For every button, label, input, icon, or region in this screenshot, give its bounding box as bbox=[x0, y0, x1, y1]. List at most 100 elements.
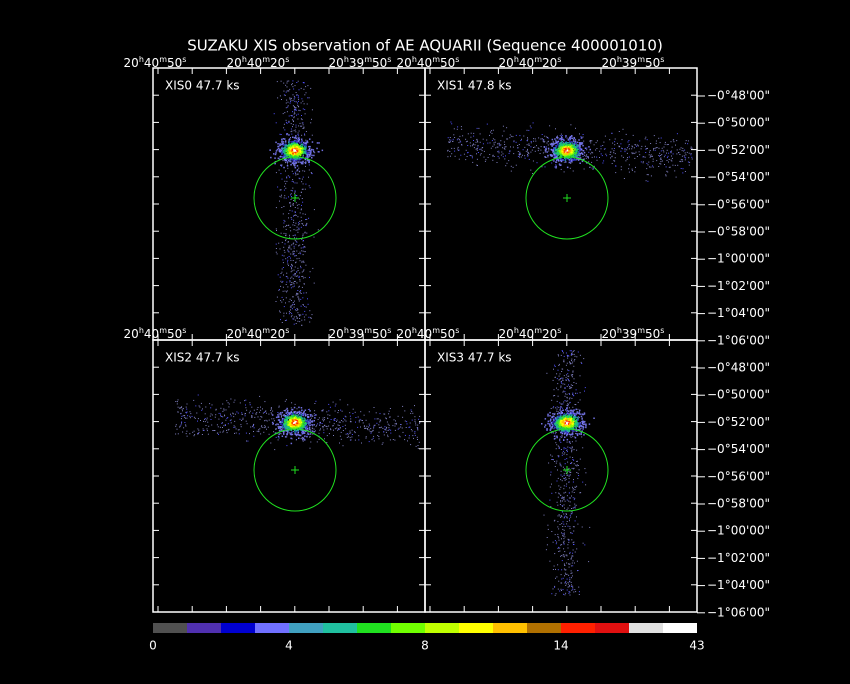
photon bbox=[557, 143, 559, 146]
photon bbox=[301, 412, 303, 415]
photon bbox=[304, 319, 306, 321]
photon bbox=[577, 145, 579, 148]
photon bbox=[308, 97, 310, 99]
photon bbox=[365, 419, 367, 421]
photon bbox=[599, 150, 601, 152]
photon bbox=[290, 316, 292, 318]
photon bbox=[222, 422, 223, 424]
photon bbox=[368, 411, 370, 413]
photon bbox=[262, 408, 263, 410]
photon bbox=[565, 364, 567, 366]
photon bbox=[284, 153, 286, 156]
photon bbox=[582, 155, 584, 157]
photon bbox=[289, 152, 291, 154]
photon bbox=[651, 155, 653, 157]
photon bbox=[572, 147, 575, 149]
photon bbox=[628, 140, 630, 142]
photon bbox=[477, 152, 479, 153]
photon bbox=[294, 160, 297, 162]
photon bbox=[281, 143, 283, 146]
photon bbox=[559, 550, 561, 552]
photon bbox=[288, 313, 290, 315]
photon bbox=[287, 261, 288, 263]
photon bbox=[414, 416, 416, 418]
photon bbox=[470, 132, 472, 134]
photon bbox=[302, 270, 304, 272]
photon bbox=[279, 248, 281, 250]
photon bbox=[546, 151, 548, 153]
photon bbox=[299, 413, 302, 416]
photon bbox=[652, 166, 654, 168]
photon bbox=[194, 417, 196, 419]
photon bbox=[301, 204, 302, 206]
photon bbox=[388, 413, 390, 415]
photon bbox=[490, 147, 492, 149]
photon bbox=[405, 427, 407, 428]
photon bbox=[568, 370, 570, 372]
photon bbox=[298, 297, 300, 299]
photon bbox=[449, 151, 451, 152]
photon bbox=[298, 145, 300, 147]
photon bbox=[293, 229, 295, 231]
photon bbox=[564, 147, 567, 150]
photon bbox=[570, 153, 573, 155]
photon bbox=[555, 148, 557, 151]
photon bbox=[295, 156, 297, 159]
photon bbox=[573, 467, 575, 469]
photon bbox=[279, 156, 281, 158]
photon bbox=[642, 156, 644, 158]
photon bbox=[562, 145, 564, 148]
photon bbox=[570, 157, 572, 160]
photon bbox=[275, 424, 277, 426]
photon bbox=[577, 144, 579, 146]
photon bbox=[294, 162, 296, 164]
photon bbox=[602, 145, 604, 146]
photon bbox=[234, 413, 236, 415]
photon bbox=[305, 219, 307, 220]
photon bbox=[282, 157, 284, 159]
photon bbox=[330, 419, 332, 420]
photon bbox=[553, 150, 555, 153]
photon bbox=[628, 164, 630, 166]
photon bbox=[568, 154, 571, 156]
photon bbox=[223, 430, 225, 432]
photon bbox=[553, 151, 555, 154]
photon bbox=[282, 113, 284, 115]
photon bbox=[279, 311, 281, 313]
photon bbox=[293, 155, 295, 158]
photon bbox=[323, 429, 325, 431]
photon bbox=[301, 125, 303, 127]
photon bbox=[302, 427, 304, 429]
photon bbox=[300, 414, 303, 416]
photon bbox=[308, 145, 310, 148]
photon bbox=[333, 435, 334, 436]
photon bbox=[315, 414, 317, 416]
photon bbox=[620, 169, 622, 171]
photon bbox=[559, 378, 561, 380]
photon bbox=[278, 405, 280, 407]
photon bbox=[287, 152, 290, 154]
photon bbox=[648, 154, 650, 156]
photon bbox=[406, 423, 408, 425]
photon bbox=[560, 381, 562, 383]
photon bbox=[333, 423, 335, 425]
photon bbox=[291, 264, 293, 266]
photon bbox=[479, 154, 481, 156]
photon bbox=[690, 147, 692, 149]
photon bbox=[582, 153, 584, 155]
photon bbox=[249, 402, 251, 404]
photon bbox=[553, 154, 556, 156]
photon bbox=[388, 424, 390, 426]
photon bbox=[340, 438, 342, 440]
photon bbox=[294, 151, 297, 154]
photon bbox=[307, 159, 309, 162]
photon bbox=[484, 160, 486, 162]
photon bbox=[279, 310, 280, 312]
photon bbox=[266, 412, 267, 414]
photon bbox=[295, 92, 297, 93]
photon bbox=[253, 427, 255, 429]
photon bbox=[292, 274, 294, 276]
photon bbox=[467, 133, 469, 135]
photon bbox=[281, 155, 283, 158]
photon bbox=[678, 152, 679, 153]
